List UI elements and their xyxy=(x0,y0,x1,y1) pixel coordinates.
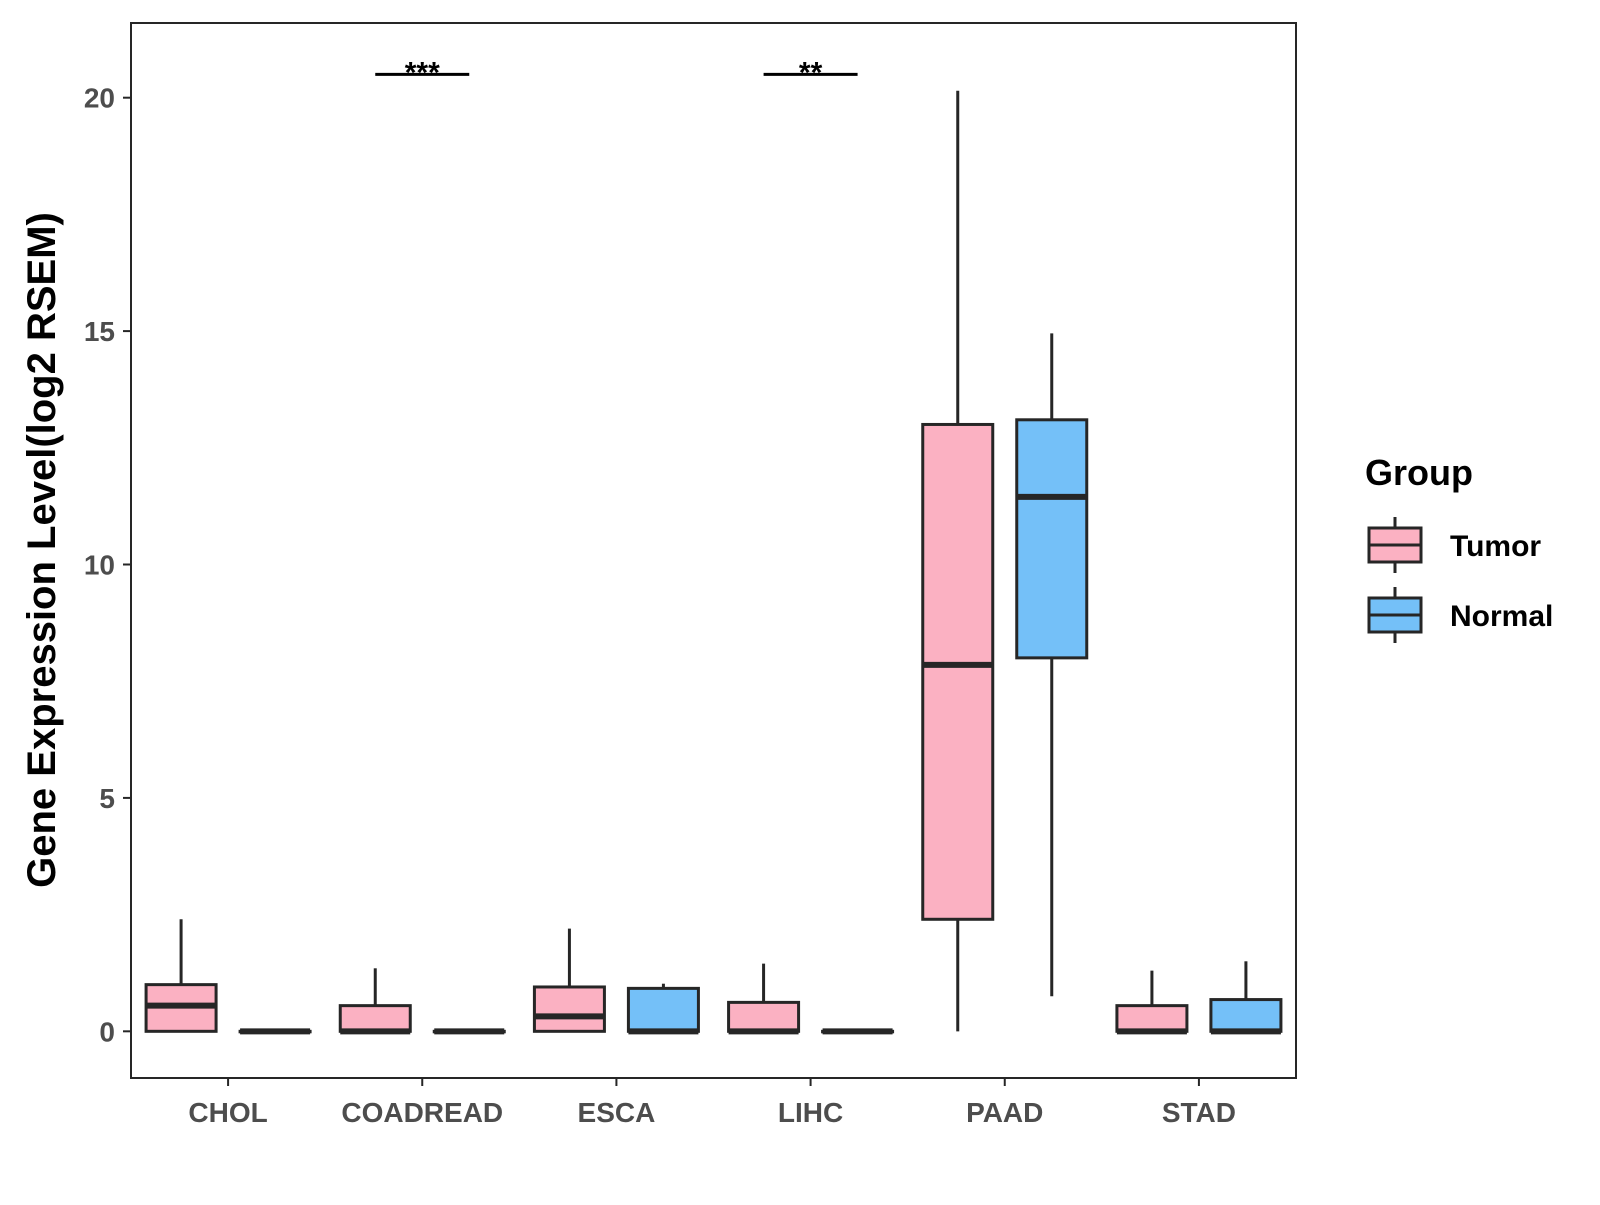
x-axis: CHOL COADREAD ESCA LIHC PAAD STAD xyxy=(188,1078,1236,1128)
legend-title: Group xyxy=(1365,452,1473,493)
x-tick-label-stad: STAD xyxy=(1162,1097,1236,1128)
box-iqr xyxy=(1115,1004,1189,1033)
box-tumor-paad xyxy=(921,90,995,1032)
legend-item-tumor: Tumor xyxy=(1367,517,1541,573)
y-tick-label: 0 xyxy=(99,1016,115,1047)
box-iqr xyxy=(1209,998,1283,1033)
plot-panel-border xyxy=(130,22,1297,1079)
boxes-layer xyxy=(144,90,1283,1035)
box-iqr xyxy=(921,422,995,921)
y-tick-label: 15 xyxy=(84,316,115,347)
box-iqr xyxy=(1015,418,1089,660)
box-normal-coadread xyxy=(432,1028,506,1035)
box-iqr xyxy=(727,1000,801,1033)
x-tick-label-lihc: LIHC xyxy=(778,1097,843,1128)
box-iqr xyxy=(532,985,606,1033)
box-iqr xyxy=(626,986,700,1033)
y-axis-title: Gene Expression Level(log2 RSEM) xyxy=(20,212,64,888)
x-tick-label-paad: PAAD xyxy=(966,1097,1043,1128)
box-tumor-chol xyxy=(144,919,218,1033)
significance-label: *** xyxy=(405,56,440,89)
y-tick-label: 5 xyxy=(99,783,115,814)
box-tumor-stad xyxy=(1115,970,1189,1035)
box-normal-chol xyxy=(238,1028,312,1035)
box-tumor-coadread xyxy=(338,968,412,1035)
x-tick-label-esca: ESCA xyxy=(578,1097,656,1128)
box-iqr xyxy=(338,1004,412,1033)
y-axis: 0 5 10 15 20 xyxy=(84,83,131,1047)
legend-label: Normal xyxy=(1450,600,1553,633)
y-tick-label: 20 xyxy=(84,83,115,114)
significance-label: ** xyxy=(799,56,823,89)
box-normal-stad xyxy=(1209,961,1283,1035)
box-normal-esca xyxy=(626,983,700,1035)
y-tick-label: 10 xyxy=(84,550,115,581)
legend-item-normal: Normal xyxy=(1367,587,1553,643)
box-normal-paad xyxy=(1015,333,1089,997)
x-tick-label-chol: CHOL xyxy=(188,1097,267,1128)
x-tick-label-coadread: COADREAD xyxy=(341,1097,503,1128)
legend: Group Tumor Normal xyxy=(1365,452,1553,643)
legend-label: Tumor xyxy=(1450,530,1541,563)
box-normal-lihc xyxy=(821,1028,895,1035)
box-tumor-esca xyxy=(532,928,606,1033)
significance-annotations: *** ** xyxy=(375,56,858,89)
box-tumor-lihc xyxy=(727,963,801,1035)
